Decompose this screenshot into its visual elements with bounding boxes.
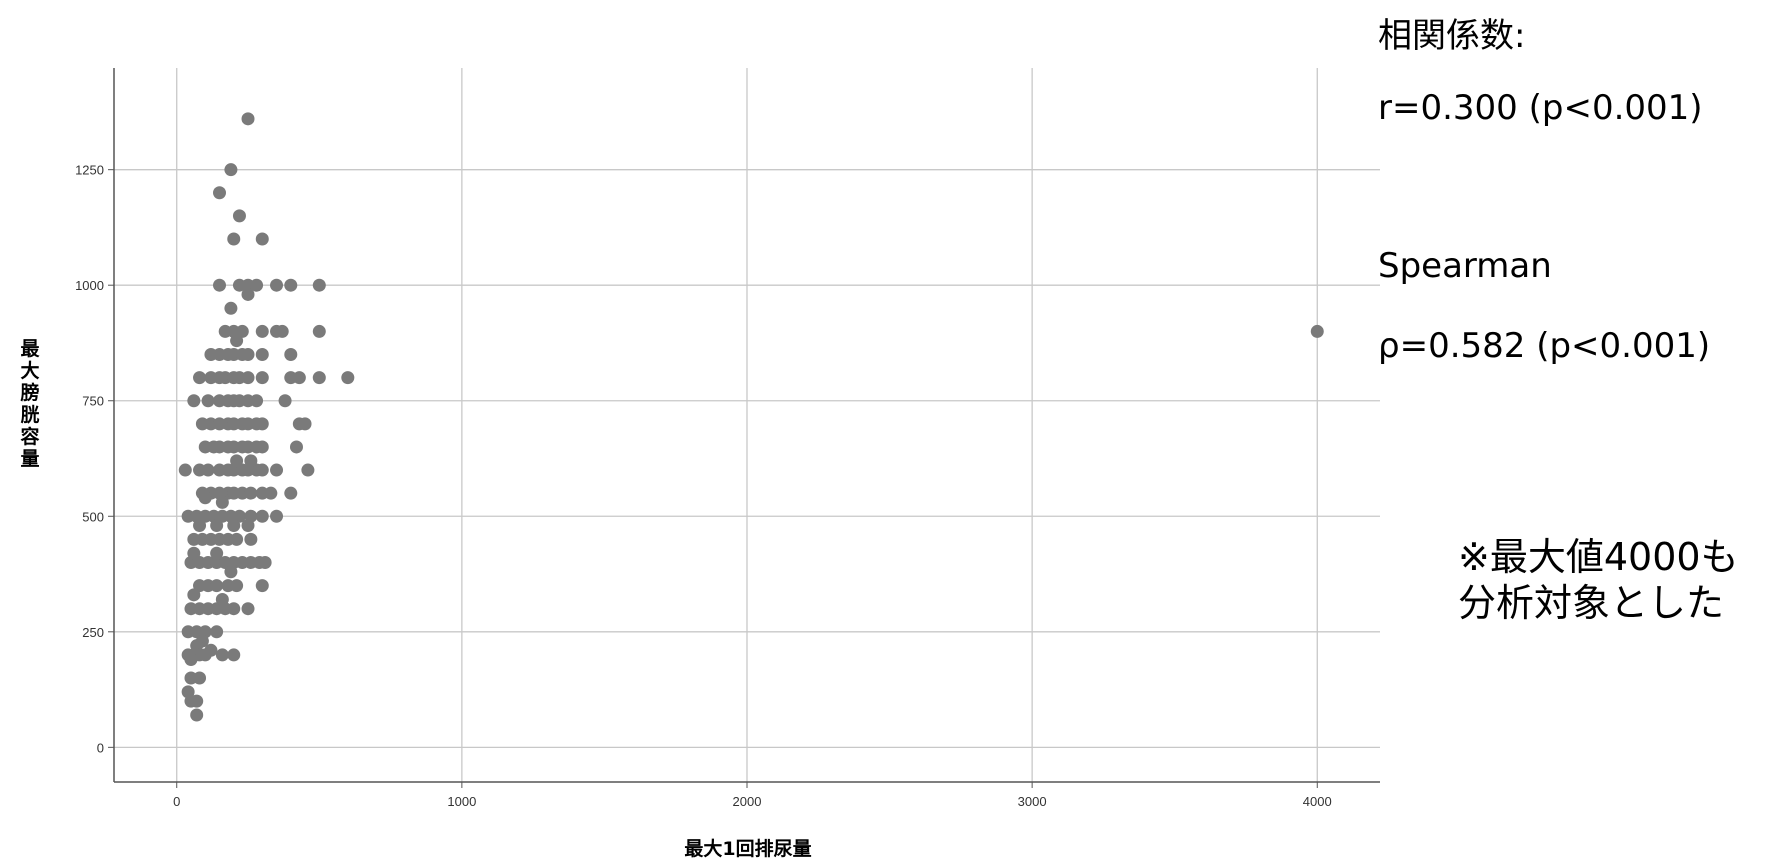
data-point	[198, 491, 212, 505]
data-point	[1310, 324, 1324, 338]
grid-lines	[114, 68, 1380, 782]
y-tick-label: 750	[82, 394, 104, 409]
data-point	[255, 417, 269, 431]
data-point	[210, 579, 224, 593]
data-point	[232, 209, 246, 223]
data-point	[250, 278, 264, 292]
data-point	[255, 579, 269, 593]
data-point	[198, 648, 212, 662]
data-point	[312, 371, 326, 385]
data-point	[187, 394, 201, 408]
data-point	[230, 334, 244, 348]
data-point	[255, 348, 269, 362]
data-point	[213, 278, 226, 292]
data-point	[298, 417, 312, 431]
y-tick-label: 1250	[75, 163, 104, 178]
x-axis-title: 最大1回排尿量	[684, 837, 811, 860]
data-point	[241, 602, 255, 616]
spearman-rho-value: ρ=0.582 (p<0.001)	[1378, 326, 1711, 366]
data-point	[250, 394, 264, 408]
data-point	[178, 463, 192, 477]
data-point	[292, 371, 306, 385]
data-point	[264, 486, 278, 500]
data-point	[301, 463, 315, 477]
data-point	[270, 509, 284, 523]
data-point	[224, 163, 238, 177]
data-point	[227, 602, 241, 616]
data-point	[255, 463, 269, 477]
x-tick-label: 2000	[733, 794, 762, 809]
data-point	[215, 648, 229, 662]
data-point	[289, 440, 303, 454]
data-point	[224, 565, 238, 579]
data-point	[270, 463, 284, 477]
data-point	[210, 625, 224, 639]
analysis-note: ※最大値4000も 分析対象とした	[1458, 534, 1739, 626]
data-point	[241, 348, 255, 362]
data-point	[184, 653, 198, 667]
data-point	[201, 394, 215, 408]
x-tick-label: 0	[173, 794, 180, 809]
data-point	[241, 287, 255, 301]
data-point	[215, 495, 229, 509]
data-point	[244, 486, 258, 500]
data-point	[193, 519, 207, 533]
axes	[108, 68, 1380, 788]
data-point	[241, 519, 255, 533]
data-point	[215, 592, 229, 606]
data-point	[210, 546, 224, 560]
data-point	[230, 579, 244, 593]
data-point	[201, 463, 215, 477]
data-point	[284, 486, 298, 500]
data-point	[284, 348, 298, 362]
data-point	[312, 324, 326, 338]
data-point	[190, 694, 204, 708]
analysis-note-line1: ※最大値4000も	[1458, 535, 1739, 579]
data-point	[278, 394, 292, 408]
data-point	[284, 278, 298, 292]
data-point	[241, 112, 255, 126]
data-point	[341, 371, 355, 385]
x-tick-label: 1000	[447, 794, 476, 809]
data-point	[213, 186, 226, 200]
data-point	[230, 532, 244, 546]
y-tick-label: 0	[97, 740, 104, 755]
data-points	[178, 112, 1324, 722]
data-point	[187, 546, 201, 560]
data-point	[255, 509, 269, 523]
spearman-label: Spearman	[1378, 246, 1552, 286]
data-point	[312, 278, 326, 292]
data-point	[255, 324, 269, 338]
data-point	[224, 301, 238, 315]
data-point	[227, 519, 241, 533]
data-point	[255, 371, 269, 385]
analysis-note-line2: 分析対象とした	[1458, 581, 1725, 625]
data-point	[244, 532, 258, 546]
y-tick-label: 500	[82, 509, 104, 524]
x-tick-label: 3000	[1018, 794, 1047, 809]
data-point	[255, 440, 269, 454]
data-point	[210, 519, 224, 533]
y-axis-title: 最大膀胱容量	[19, 338, 40, 470]
x-tick-label: 4000	[1303, 794, 1332, 809]
data-point	[193, 671, 207, 685]
data-point	[190, 708, 204, 722]
data-point	[227, 232, 241, 246]
data-point	[258, 555, 272, 569]
data-point	[275, 324, 289, 338]
data-point	[230, 454, 244, 468]
data-point	[241, 371, 255, 385]
data-point	[193, 371, 207, 385]
tick-labels: 0 1000 2000 3000 4000 0 250 500 750 1000 1250	[75, 163, 1332, 809]
data-point	[227, 648, 241, 662]
data-point	[255, 232, 269, 246]
y-tick-label: 250	[82, 625, 104, 640]
data-point	[244, 454, 258, 468]
y-tick-label: 1000	[75, 278, 104, 293]
data-point	[270, 278, 284, 292]
pearson-r-value: r=0.300 (p<0.001)	[1378, 88, 1703, 128]
data-point	[187, 588, 201, 602]
correlation-title: 相関係数:	[1378, 16, 1526, 56]
